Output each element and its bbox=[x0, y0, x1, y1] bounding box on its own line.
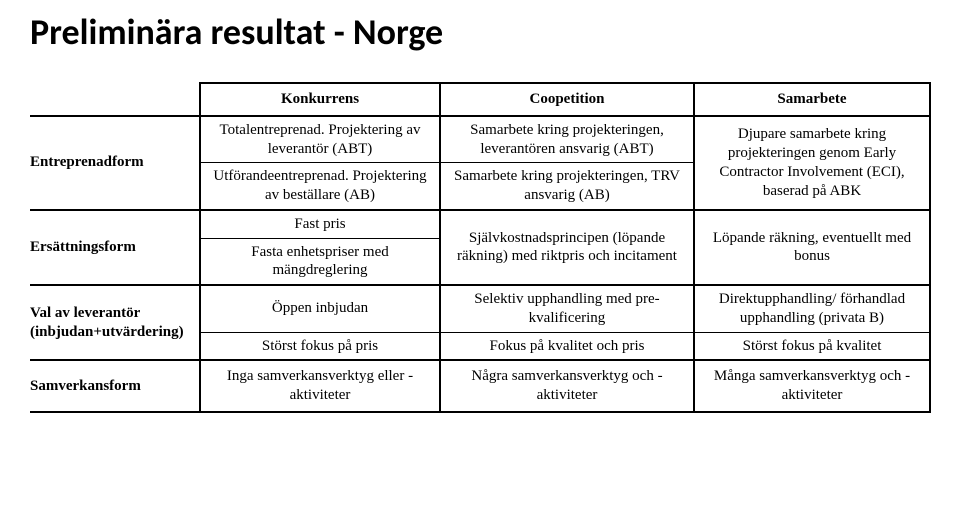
row-val-label: Val av leverantör (inbjudan+utvärdering) bbox=[30, 285, 200, 360]
samverkansform-samarbete: Många samverkansverktyg och -aktiviteter bbox=[694, 360, 930, 412]
entreprenadform-coopetition-a: Samarbete kring projekteringen, leverant… bbox=[440, 116, 694, 163]
row-ersattningsform-label: Ersättningsform bbox=[30, 210, 200, 285]
val-samarbete-b: Störst fokus på kvalitet bbox=[694, 332, 930, 360]
val-konkurrens-b: Störst fokus på pris bbox=[200, 332, 440, 360]
header-samarbete: Samarbete bbox=[694, 83, 930, 116]
row-samverkansform-label: Samverkansform bbox=[30, 360, 200, 412]
val-coopetition-b: Fokus på kvalitet och pris bbox=[440, 332, 694, 360]
ersattningsform-samarbete: Löpande räkning, eventuellt med bonus bbox=[694, 210, 930, 285]
header-empty bbox=[30, 83, 200, 116]
entreprenadform-coopetition-b: Samarbete kring projekteringen, TRV ansv… bbox=[440, 163, 694, 210]
ersattningsform-konkurrens-a: Fast pris bbox=[200, 210, 440, 238]
entreprenadform-konkurrens-a: Totalentreprenad. Projektering av levera… bbox=[200, 116, 440, 163]
results-table: Konkurrens Coopetition Samarbete Entrepr… bbox=[30, 82, 931, 413]
val-samarbete-a: Direktupphandling/ förhandlad upphandlin… bbox=[694, 285, 930, 332]
header-coopetition: Coopetition bbox=[440, 83, 694, 116]
entreprenadform-konkurrens-b: Utförandeentreprenad. Projektering av be… bbox=[200, 163, 440, 210]
page-title: Preliminära resultat - Norge bbox=[30, 10, 930, 54]
ersattningsform-konkurrens-b: Fasta enhetspriser med mängdreglering bbox=[200, 238, 440, 285]
val-konkurrens-a: Öppen inbjudan bbox=[200, 285, 440, 332]
ersattningsform-coopetition: Självkostnadsprincipen (löpande räkning)… bbox=[440, 210, 694, 285]
samverkansform-konkurrens: Inga samverkansverktyg eller -aktivitete… bbox=[200, 360, 440, 412]
row-entreprenadform-label: Entreprenadform bbox=[30, 116, 200, 210]
val-coopetition-a: Selektiv upphandling med pre-kvalificeri… bbox=[440, 285, 694, 332]
samverkansform-coopetition: Några samverkansverktyg och -aktiviteter bbox=[440, 360, 694, 412]
header-konkurrens: Konkurrens bbox=[200, 83, 440, 116]
entreprenadform-samarbete: Djupare samarbete kring projekteringen g… bbox=[694, 116, 930, 210]
